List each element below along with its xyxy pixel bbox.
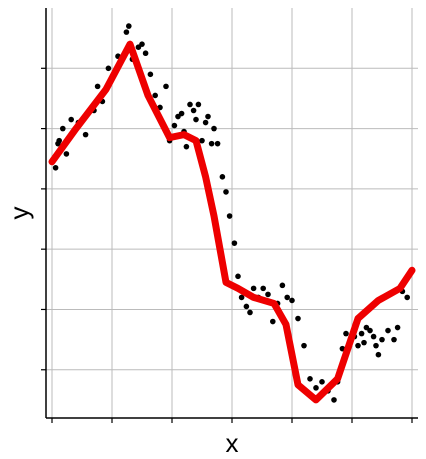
- data-point-77: [379, 336, 385, 343]
- line-layer: [48, 40, 416, 404]
- x-axis-label: x: [226, 428, 239, 458]
- data-point-43: [231, 240, 238, 246]
- data-point-41: [223, 189, 229, 195]
- data-point-52: [270, 318, 276, 325]
- data-point-54: [279, 282, 286, 289]
- data-point-7: [82, 131, 89, 138]
- data-point-58: [301, 342, 307, 349]
- data-point-36: [205, 113, 211, 120]
- data-point-18: [139, 41, 145, 47]
- data-point-82: [404, 294, 411, 301]
- data-point-63: [331, 397, 337, 403]
- data-point-25: [171, 122, 178, 129]
- grid-layer: [46, 8, 418, 418]
- data-point-40: [219, 174, 226, 180]
- data-point-9: [94, 83, 101, 90]
- data-point-79: [391, 336, 397, 343]
- data-point-0: [52, 164, 59, 171]
- data-point-27: [178, 110, 185, 117]
- data-point-59: [307, 376, 313, 382]
- data-point-69: [355, 342, 361, 349]
- data-point-56: [289, 297, 295, 304]
- data-point-34: [199, 137, 205, 144]
- data-point-3: [60, 125, 66, 132]
- data-point-45: [238, 294, 245, 301]
- data-point-15: [126, 23, 132, 29]
- data-point-44: [235, 273, 241, 280]
- data-point-32: [193, 116, 199, 123]
- data-point-60: [313, 385, 319, 391]
- data-point-21: [152, 92, 158, 99]
- data-point-20: [147, 71, 154, 78]
- data-point-46: [243, 303, 250, 310]
- data-point-50: [260, 285, 267, 292]
- data-point-78: [385, 327, 391, 334]
- data-point-73: [367, 327, 373, 334]
- data-point-51: [265, 291, 271, 298]
- data-point-33: [195, 101, 202, 108]
- data-point-4: [63, 151, 70, 157]
- data-point-61: [319, 379, 325, 385]
- y-axis-label: y: [4, 207, 34, 220]
- data-point-11: [105, 65, 112, 72]
- data-point-38: [211, 125, 217, 132]
- data-point-19: [142, 50, 149, 57]
- data-point-30: [187, 101, 193, 108]
- data-point-80: [394, 324, 401, 331]
- data-point-55: [284, 294, 291, 301]
- data-point-70: [358, 330, 365, 337]
- data-point-23: [163, 83, 169, 90]
- data-point-37: [208, 140, 215, 147]
- data-point-76: [375, 351, 382, 358]
- data-point-42: [226, 213, 233, 219]
- data-point-29: [183, 143, 190, 150]
- data-point-71: [361, 339, 367, 346]
- data-point-31: [190, 107, 197, 114]
- data-point-35: [202, 119, 209, 126]
- data-point-5: [68, 116, 74, 123]
- data-point-57: [295, 315, 301, 322]
- points-layer: [52, 23, 411, 403]
- fit-line: [48, 40, 416, 404]
- data-point-2: [56, 137, 62, 144]
- data-point-74: [370, 333, 377, 340]
- data-point-47: [247, 309, 253, 316]
- data-point-75: [373, 342, 379, 349]
- data-point-66: [343, 330, 349, 337]
- data-point-39: [214, 140, 221, 147]
- tick-layer: [41, 67, 413, 423]
- data-point-14: [123, 29, 130, 35]
- data-point-48: [250, 285, 257, 292]
